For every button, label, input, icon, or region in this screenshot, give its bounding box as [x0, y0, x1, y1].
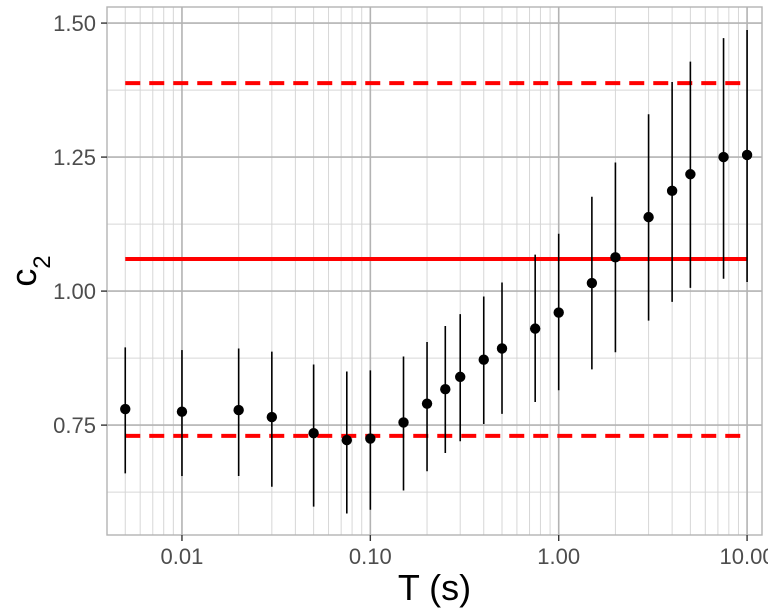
data-point	[478, 354, 489, 365]
y-axis-title-main: c	[3, 269, 44, 287]
y-tick-label: 0.75	[53, 413, 96, 438]
reference-lines	[125, 81, 748, 438]
x-tick-label: 0.10	[349, 544, 392, 569]
data-point	[741, 149, 753, 161]
data-point	[586, 277, 598, 289]
x-tick-label: 10.00	[720, 544, 768, 569]
data-point	[666, 185, 678, 197]
data-point	[365, 433, 376, 444]
data-point	[341, 434, 353, 446]
x-axis-title: T (s)	[398, 567, 471, 608]
y-tick-label: 1.00	[53, 279, 96, 304]
y-axis-title: c2	[3, 255, 56, 286]
x-axis-ticks: 0.01 0.10 1.00 10.00	[161, 535, 768, 569]
panel-border	[106, 6, 763, 536]
data-point	[233, 404, 244, 416]
data-point	[398, 417, 409, 428]
error-bars	[124, 30, 748, 514]
data-point	[718, 151, 729, 163]
data-point	[529, 323, 541, 334]
x-tick-label: 0.01	[161, 544, 204, 569]
data-point	[610, 252, 621, 263]
data-point	[496, 343, 508, 354]
data-point	[266, 411, 278, 423]
minor-gridlines	[106, 7, 762, 535]
data-point	[440, 383, 451, 395]
data-point	[176, 406, 188, 417]
data-point	[553, 307, 564, 318]
data-point	[643, 211, 654, 223]
y-tick-label: 1.50	[53, 11, 96, 36]
data-points	[120, 149, 753, 446]
x-tick-label: 1.00	[537, 544, 580, 569]
major-gridlines	[107, 7, 762, 535]
data-point	[685, 169, 696, 180]
y-axis-title-subscript: 2	[29, 255, 56, 268]
y-tick-label: 1.25	[53, 145, 96, 170]
data-point	[308, 427, 319, 439]
data-point	[421, 398, 433, 409]
data-point	[120, 403, 131, 415]
y-axis-ticks: 0.75 1.00 1.25 1.50	[53, 11, 107, 438]
data-point	[455, 371, 466, 383]
